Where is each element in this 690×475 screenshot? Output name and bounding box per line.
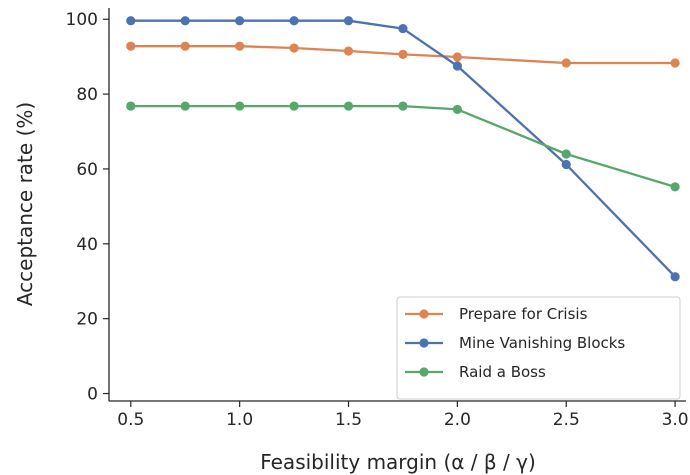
y-tick-label: 100 — [66, 10, 98, 30]
data-point — [180, 16, 190, 26]
data-point — [180, 101, 190, 111]
legend-label: Mine Vanishing Blocks — [459, 334, 625, 352]
data-point — [289, 101, 299, 111]
x-tick-label: 1.0 — [226, 410, 253, 430]
data-point — [343, 101, 354, 111]
y-tick-label: 80 — [76, 85, 98, 105]
y-tick-label: 40 — [76, 235, 98, 255]
data-point — [126, 101, 136, 111]
legend: Prepare for Crisis Mine Vanishing Blocks R… — [396, 296, 681, 400]
x-tick-label: 2.5 — [553, 410, 580, 430]
legend-label: Raid a Boss — [459, 363, 546, 381]
y-ticks: 0 20 40 60 80 100 — [66, 10, 109, 405]
x-tick-label: 2.0 — [444, 410, 471, 430]
data-point — [398, 101, 408, 111]
data-point — [235, 101, 245, 111]
plot-area — [126, 16, 680, 282]
y-axis-label: Acceptance rate (%) — [13, 102, 37, 306]
y-tick-label: 0 — [87, 385, 98, 405]
data-point — [343, 46, 354, 56]
axes — [108, 8, 686, 402]
data-point — [126, 16, 136, 26]
legend-label: Prepare for Crisis — [459, 305, 588, 323]
legend-item: Prepare for Crisis — [405, 305, 588, 323]
data-point — [452, 52, 462, 62]
series-line — [130, 104, 676, 189]
series-1 — [126, 41, 680, 68]
data-point — [398, 49, 408, 60]
data-point — [398, 23, 408, 34]
y-tick-label: 60 — [76, 160, 98, 180]
data-point — [452, 104, 462, 115]
data-point — [289, 16, 299, 26]
data-point — [561, 159, 571, 170]
legend-frame — [396, 296, 681, 400]
data-point — [180, 41, 190, 51]
x-tick-label: 1.5 — [335, 410, 362, 430]
legend-marker — [419, 309, 429, 319]
data-point — [452, 61, 462, 71]
x-tick-label: 3.0 — [662, 410, 689, 430]
data-point — [561, 58, 571, 68]
x-ticks: 0.5 1.0 1.5 2.0 2.5 3.0 — [117, 401, 689, 430]
x-axis-label: Feasibility margin (α / β / γ) — [260, 450, 536, 474]
data-point — [670, 58, 680, 68]
legend-item: Mine Vanishing Blocks — [405, 334, 625, 352]
data-point — [289, 43, 299, 53]
legend-marker — [419, 338, 429, 348]
data-point — [670, 272, 680, 282]
data-point — [235, 16, 245, 26]
data-point — [561, 149, 571, 159]
legend-item: Raid a Boss — [405, 363, 546, 381]
legend-marker — [419, 367, 429, 377]
data-point — [343, 16, 354, 26]
series-2 — [126, 16, 680, 282]
data-point — [235, 41, 245, 51]
x-tick-label: 0.5 — [117, 410, 144, 430]
series-3 — [126, 101, 680, 192]
data-point — [126, 41, 136, 51]
series-line — [130, 19, 676, 278]
data-point — [670, 182, 680, 192]
y-tick-label: 20 — [76, 310, 98, 330]
